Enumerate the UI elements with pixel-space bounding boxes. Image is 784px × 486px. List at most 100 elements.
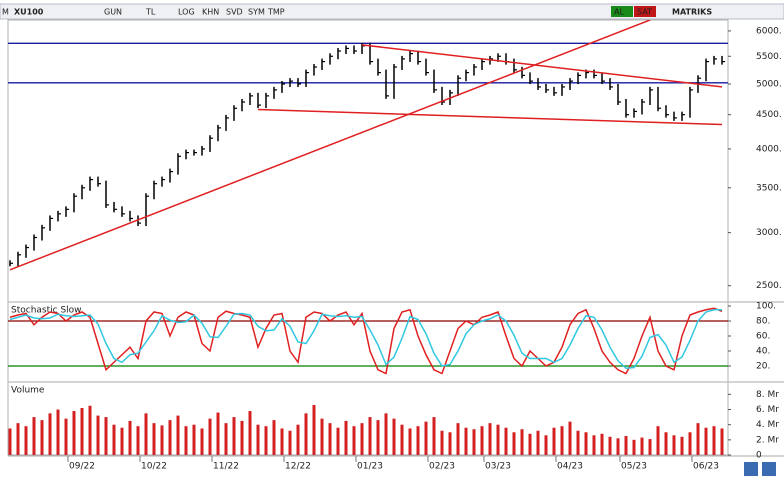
oscillator-line — [9, 307, 723, 375]
volume-bar — [160, 425, 164, 455]
volume-bar — [384, 413, 388, 455]
volume-bar — [88, 405, 92, 455]
volume-bar — [288, 430, 292, 455]
toolbar-label[interactable]: XU100 — [14, 8, 44, 17]
y-tick-label: 3500. — [756, 183, 782, 193]
volume-bar — [472, 429, 476, 455]
toolbar-label[interactable]: GUN — [104, 8, 122, 17]
volume-bar — [408, 428, 412, 455]
volume-bar — [96, 415, 100, 455]
trend-line — [361, 44, 723, 88]
volume-bar — [712, 426, 716, 455]
volume-bar — [600, 433, 604, 455]
y-tick-label: 4. Mr — [756, 420, 779, 430]
volume-bar — [184, 426, 188, 455]
volume-bar — [16, 423, 20, 455]
toolbar-button[interactable] — [634, 6, 656, 17]
volume-bar — [552, 427, 556, 455]
volume-bar — [688, 432, 692, 455]
toolbar-label[interactable]: TMP — [267, 8, 285, 17]
volume-bar — [696, 423, 700, 455]
volume-bar — [144, 413, 148, 455]
y-tick-label: 5500. — [756, 52, 782, 62]
volume-bar — [64, 418, 68, 455]
volume-bar — [536, 430, 540, 455]
y-tick-label: 8. Mr — [756, 390, 779, 400]
scroll-button[interactable] — [744, 462, 758, 476]
volume-bar — [352, 426, 356, 455]
x-tick-label: 02/23 — [429, 462, 455, 472]
volume-bar — [368, 417, 372, 455]
volume-bar — [376, 420, 380, 455]
volume-bar — [440, 430, 444, 455]
volume-bar — [448, 432, 452, 455]
volume-bar — [72, 411, 76, 455]
toolbar-label[interactable]: KHN — [202, 8, 219, 17]
volume-bar — [328, 423, 332, 455]
toolbar-label[interactable]: AL — [614, 8, 624, 17]
plot-frame — [7, 19, 729, 456]
volume-bar — [392, 418, 396, 455]
volume-bar — [216, 412, 220, 455]
volume-bar — [128, 420, 132, 455]
toolbar-label[interactable]: SAT — [637, 8, 652, 17]
volume-bar — [240, 420, 244, 455]
volume-bar — [168, 420, 172, 455]
volume-bar — [232, 417, 236, 455]
volume-bar — [664, 432, 668, 455]
toolbar-label[interactable]: SYM — [248, 8, 265, 17]
volume-bar — [112, 424, 116, 455]
y-tick-label: 6000. — [756, 26, 782, 36]
x-tick-label: 05/23 — [621, 462, 647, 472]
x-tick-label: 12/22 — [285, 462, 311, 472]
volume-bar — [720, 428, 724, 455]
y-tick-label: 2. Mr — [756, 435, 779, 445]
volume-bar — [592, 435, 596, 455]
trend-line — [257, 108, 723, 126]
volume-bar — [520, 429, 524, 455]
x-tick-label: 06/23 — [693, 462, 719, 472]
scroll-button[interactable] — [762, 462, 776, 476]
volume-bar — [488, 423, 492, 455]
volume-bar — [344, 420, 348, 455]
toolbar-label[interactable]: SVD — [226, 8, 243, 17]
y-tick-label: 40. — [756, 347, 770, 357]
volume-bar — [136, 426, 140, 455]
volume-bar — [248, 411, 252, 455]
volume-bar — [32, 417, 36, 455]
volume-bar — [624, 436, 628, 455]
volume-bar — [256, 424, 260, 455]
volume-bar — [56, 409, 60, 455]
y-tick-label: 6. Mr — [756, 405, 779, 415]
volume-bar — [320, 418, 324, 455]
x-tick-label: 03/23 — [485, 462, 511, 472]
y-tick-label: 60. — [756, 332, 770, 342]
panel-title: Stochastic Slow — [11, 306, 82, 316]
volume-bar — [640, 437, 644, 455]
x-tick-label: 04/23 — [557, 462, 583, 472]
toolbar-label[interactable]: TL — [145, 8, 156, 17]
toolbar-label[interactable]: M — [2, 8, 9, 17]
volume-bar — [568, 421, 572, 455]
volume-bar — [104, 417, 108, 455]
toolbar-label[interactable]: MATRIKS — [672, 8, 712, 17]
y-tick-label: 4500. — [756, 110, 782, 120]
volume-bar — [272, 420, 276, 455]
volume-bar — [24, 426, 28, 455]
volume-bar — [40, 420, 44, 455]
volume-bar — [336, 427, 340, 455]
volume-bar — [432, 417, 436, 455]
toolbar-label[interactable]: LOG — [178, 8, 195, 17]
volume-bar — [512, 432, 516, 455]
x-tick-label: 10/22 — [141, 462, 167, 472]
y-tick-label: 0 — [756, 451, 762, 461]
volume-bar — [680, 436, 684, 455]
volume-bar — [608, 436, 612, 455]
panel-title: Volume — [11, 386, 45, 396]
y-tick-label: 4000. — [756, 144, 782, 154]
volume-bar — [296, 424, 300, 455]
volume-bar — [416, 426, 420, 455]
toolbar-button[interactable] — [611, 6, 633, 17]
y-tick-label: 3000. — [756, 228, 782, 238]
